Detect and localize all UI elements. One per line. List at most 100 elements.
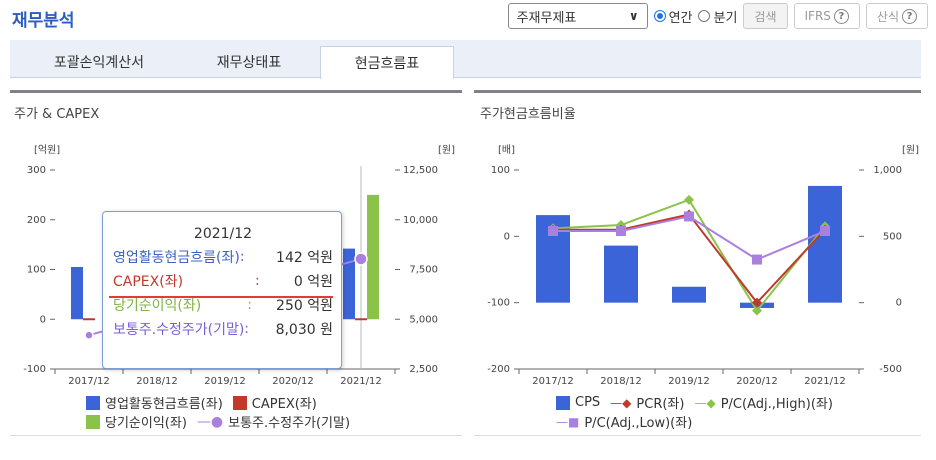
legend-line-marker-icon: —◆ (610, 395, 632, 410)
line-pc-low-point (548, 226, 558, 237)
statement-select[interactable]: 주재무제표 ∨ (507, 3, 648, 29)
y-tick-label: 100 (27, 265, 46, 276)
search-button-label: 검색 (754, 9, 777, 24)
tooltip-underline (109, 296, 333, 298)
tooltip-value: 8,030 원 (275, 322, 333, 338)
y2-tick-label: 5,000 (409, 314, 438, 325)
line-pcr-point (752, 297, 762, 308)
chart-price-capex: [억원] [원] 300 200 100 0 -100 12,500 10,000 7,500 5,… (23, 144, 455, 387)
y-tick-label: 200 (27, 215, 46, 226)
legend-item[interactable]: —◆ P/C(Adj.,High)(좌) (694, 393, 833, 413)
legend-swatch (86, 414, 100, 429)
legend-label: 당기순이익(좌) (105, 416, 187, 431)
tab-balance-sheet[interactable]: 재무상태표 (174, 46, 324, 78)
panel-title: 주가 & CAPEX (14, 107, 100, 122)
tooltip-value: 250 억원 (276, 298, 333, 314)
y-tick-label: 0 (504, 231, 510, 242)
y2-tick-label: 10,000 (403, 215, 438, 226)
x-tick-label: 2018/12 (136, 376, 178, 387)
tooltip-sep: : (244, 321, 250, 337)
tooltip-label: CAPEX(좌) (113, 274, 184, 290)
bar-cps (604, 245, 638, 303)
tab-label: 포괄손익계산서 (53, 55, 145, 71)
tooltip-sep: : (239, 249, 245, 265)
help-icon: ? (902, 8, 917, 24)
x-tick-label: 2018/12 (600, 376, 642, 387)
chart-tooltip: 2021/12 영업활동현금흐름(좌) : 142 억원 CAPEX(좌) : … (102, 211, 342, 369)
chart-panel-pcr: 주가현금흐름비율 (474, 90, 921, 436)
bar-cps (808, 185, 842, 303)
legend-label: P/C(Adj.,High)(좌) (720, 397, 833, 412)
bar-operating-cf (343, 248, 355, 320)
tab-label: 현금흐름표 (354, 56, 420, 72)
statement-select-value: 주재무제표 (516, 10, 577, 26)
y-tick-label: 100 (491, 165, 510, 176)
x-tick-label: 2019/12 (668, 376, 710, 387)
chevron-down-icon: ∨ (628, 9, 639, 23)
legend-label: CAPEX(좌) (251, 397, 317, 412)
tooltip-row: CAPEX(좌) : 0 억원 (113, 269, 333, 293)
legend-item[interactable]: 당기순이익(좌) (86, 412, 187, 431)
formula-button-label: 산식 (876, 9, 899, 24)
tooltip-title: 2021/12 (193, 226, 253, 242)
legend-label: 영업활동현금흐름(좌) (105, 397, 223, 412)
legend-label: PCR(좌) (636, 397, 685, 412)
legend-swatch (86, 395, 100, 410)
y2-tick-label: 0 (896, 298, 902, 309)
x-tick-label: 2017/12 (532, 376, 574, 387)
y2-tick-label: 7,500 (409, 265, 438, 276)
tooltip-sep: : (247, 297, 252, 313)
search-button[interactable]: 검색 (743, 3, 788, 29)
tooltip-label: 당기순이익(좌) (113, 298, 202, 314)
panel-title: 주가현금흐름비율 (480, 107, 576, 122)
y-tick-label: 0 (40, 314, 46, 325)
ifrs-button-label: IFRS (804, 9, 831, 23)
tooltip-label: 보통주.수정주가(기말) (113, 322, 245, 338)
tab-cash-flow[interactable]: 현금흐름표 (320, 46, 454, 79)
line-pc-low (553, 215, 826, 261)
right-axis-unit: [원] (438, 144, 455, 156)
radio-annual[interactable]: 연간 (653, 7, 693, 26)
radio-quarter[interactable]: 분기 (698, 7, 737, 26)
radio-checked-icon (653, 10, 666, 22)
legend-line-marker-icon: —■ (556, 414, 580, 429)
line-pc-high-point (752, 305, 762, 316)
legend-swatch (232, 395, 247, 410)
ifrs-button[interactable]: IFRS ? (793, 3, 860, 29)
tab-income-statement[interactable]: 포괄손익계산서 (24, 46, 174, 78)
legend-item[interactable]: CAPEX(좌) (232, 393, 317, 412)
line-pc-low-point (616, 226, 626, 237)
chart-pcr: [배] [원] 100 0 -100 -200 1,000 500 0 -500 2017/12 20… (487, 144, 919, 387)
legend-item[interactable]: —■ P/C(Adj.,Low)(좌) (556, 412, 693, 432)
legend-line-marker-icon: —● (196, 413, 224, 430)
help-icon: ? (833, 8, 849, 24)
legend-pcr: CPS —◆ PCR(좌) —◆ P/C(Adj.,High)(좌) —■ P/C(A… (556, 393, 886, 431)
legend-item[interactable]: CPS (556, 393, 600, 412)
bar-capex (355, 318, 367, 321)
right-axis-unit: [원] (902, 144, 919, 156)
tooltip-row: 영업활동현금흐름(좌) : 142 억원 (113, 245, 333, 269)
tooltip-row: 보통주.수정주가(기말) : 8,030 원 (113, 317, 333, 341)
radio-annual-label: 연간 (668, 10, 693, 26)
x-tick-label: 2017/12 (68, 376, 110, 387)
y2-tick-label: -500 (879, 364, 902, 375)
formula-button[interactable]: 산식 ? (865, 3, 928, 29)
bar-operating-cf (71, 267, 83, 320)
toolbar: 주재무제표 ∨ 연간 분기 검색 IFRS ? 산식 ? (507, 2, 928, 30)
legend-item[interactable]: —◆ PCR(좌) (610, 393, 685, 413)
y2-tick-label: 500 (883, 231, 902, 242)
y2-tick-label: 12,500 (403, 165, 438, 176)
page-title: 재무분석 (12, 11, 75, 31)
line-pc-high-point (684, 194, 694, 205)
legend-item[interactable]: 영업활동현금흐름(좌) (86, 393, 223, 412)
bar-net-income (367, 194, 379, 320)
legend-item[interactable]: —● 보통주.수정주가(기말) (196, 412, 350, 432)
y-tick-label: 300 (27, 165, 46, 176)
x-tick-label: 2020/12 (272, 376, 314, 387)
radio-quarter-label: 분기 (713, 10, 738, 26)
tab-label: 재무상태표 (216, 55, 282, 71)
x-tick-label: 2020/12 (736, 376, 778, 387)
legend-label: P/C(Adj.,Low)(좌) (584, 416, 693, 431)
y-tick-label: -100 (487, 298, 510, 309)
legend-label: CPS (575, 395, 601, 410)
